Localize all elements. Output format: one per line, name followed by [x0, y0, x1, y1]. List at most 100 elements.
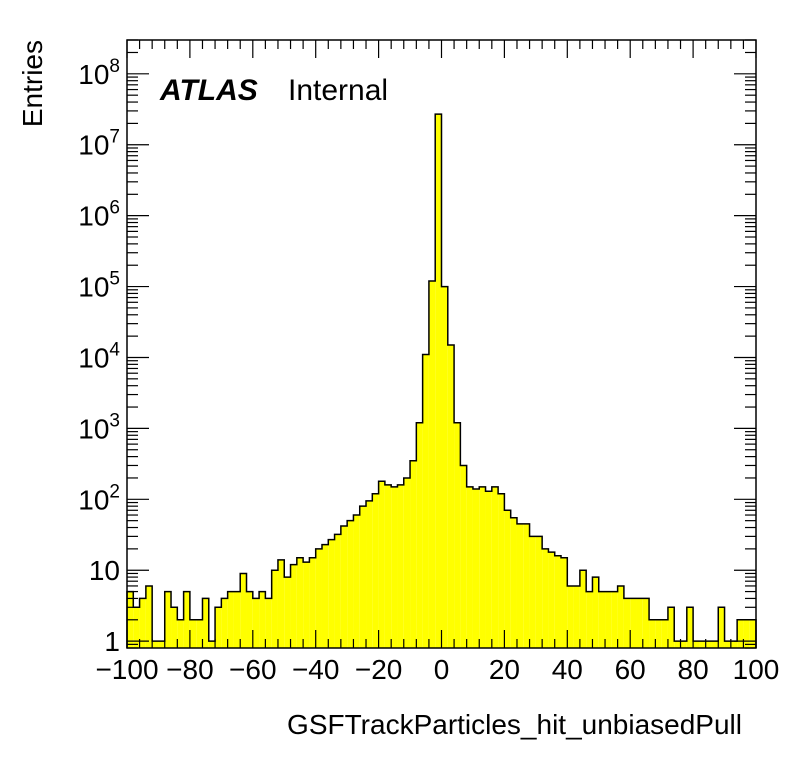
histogram-bin [158, 641, 165, 648]
histogram-bin [686, 607, 694, 648]
histogram-bin [384, 484, 392, 648]
histogram-bin [152, 641, 159, 648]
histogram-bin [655, 619, 662, 648]
histogram-bin [196, 619, 203, 648]
histogram-bin [498, 493, 505, 648]
x-tick-label: 100 [733, 654, 780, 685]
histogram-bin [202, 598, 209, 648]
histogram-bin [554, 555, 562, 648]
histogram-bin [724, 641, 731, 648]
x-tick-label: 80 [678, 654, 709, 685]
histogram-bin [391, 486, 398, 648]
histogram-bin [535, 536, 543, 648]
histogram-bin [454, 422, 461, 648]
histogram-bin [504, 510, 511, 648]
y-tick-label: 104 [78, 339, 120, 373]
histogram-bin [542, 548, 549, 648]
y-tick-label: 108 [78, 56, 120, 90]
histogram-bin [334, 534, 341, 648]
histogram-bin [567, 585, 574, 648]
histogram-bin [516, 523, 524, 648]
histogram-bin [617, 585, 624, 648]
histogram-bin [164, 591, 172, 648]
histogram-bin [403, 477, 411, 648]
histogram-bin [737, 619, 744, 648]
y-tick-label: 102 [78, 481, 120, 515]
histogram-bin [397, 484, 404, 648]
histogram-bin [435, 114, 442, 648]
histogram-bin [145, 585, 153, 648]
histogram-bin [133, 607, 140, 648]
histogram-bin [661, 619, 668, 648]
y-tick-label: 106 [78, 198, 120, 232]
histogram-bin [630, 598, 637, 648]
histogram-bin [642, 598, 650, 648]
histogram-bin [296, 557, 304, 648]
histogram-bin [309, 557, 316, 648]
histogram-bin [447, 344, 455, 648]
histogram-bin [378, 481, 385, 648]
y-axis-ticks: 1 10 102 103 104 105 106 107 108 [78, 39, 756, 657]
histogram-bin [366, 500, 373, 648]
x-axis-ticks: −100 −80 −60 −40 −20 0 20 40 60 80 100 [95, 40, 779, 685]
histogram-bin [636, 598, 643, 648]
histogram-bin [277, 559, 285, 648]
histogram-bin [523, 523, 530, 648]
histogram-bin [353, 515, 360, 648]
histogram-bin [510, 517, 517, 648]
histogram-bin [428, 280, 436, 648]
histogram-bin [529, 536, 536, 648]
histogram-bin [680, 641, 687, 648]
x-tick-label: 20 [489, 654, 520, 685]
histogram-bin [674, 641, 681, 648]
histogram-bin [290, 564, 297, 648]
histogram-bin [598, 591, 606, 648]
histogram-bin [699, 641, 706, 648]
atlas-label-bold: ATLAS [159, 74, 258, 107]
histogram-bin [284, 577, 291, 648]
histogram-bin [649, 619, 656, 648]
y-tick-label: 107 [78, 127, 120, 161]
histogram-bin [718, 607, 725, 648]
y-tick-label: 103 [78, 410, 120, 444]
histogram-bin [485, 491, 492, 648]
histogram-bin [208, 641, 216, 648]
histogram-bin [693, 641, 700, 648]
histogram-bars [126, 113, 757, 648]
histogram-bin [611, 591, 618, 648]
histogram-bin [265, 598, 272, 648]
histogram-bin [730, 641, 738, 648]
y-tick-label: 10 [89, 555, 120, 586]
histogram-bin [215, 607, 222, 648]
histogram-bin [221, 598, 228, 648]
histogram-bin [259, 591, 266, 648]
histogram-bin [372, 493, 379, 648]
histogram-bin [340, 526, 348, 648]
histogram-bin [592, 577, 599, 648]
histogram-bin [711, 641, 719, 648]
histogram-bin [561, 557, 568, 648]
histogram-bin [479, 486, 486, 648]
x-tick-label: −100 [95, 654, 158, 685]
histogram-bin [410, 460, 417, 648]
histogram-bin [579, 570, 587, 648]
histogram-bin [233, 591, 241, 648]
histogram-bin [605, 591, 612, 648]
histogram-bin [441, 286, 448, 648]
x-tick-label: −80 [166, 654, 214, 685]
histogram-bin [460, 465, 467, 648]
histogram-bin [177, 619, 184, 648]
x-tick-label: 40 [552, 654, 583, 685]
histogram-bin [472, 488, 480, 648]
x-tick-label: −40 [292, 654, 340, 685]
histogram-bin [246, 591, 253, 648]
histogram-bin [347, 520, 354, 648]
histogram-bin [705, 641, 712, 648]
y-axis-title: Entries [17, 40, 48, 127]
histogram-bin [623, 598, 631, 648]
histogram-bin [328, 539, 335, 648]
histogram-bin [359, 506, 367, 648]
histogram-bin [315, 548, 322, 648]
atlas-label-internal: Internal [288, 74, 388, 107]
